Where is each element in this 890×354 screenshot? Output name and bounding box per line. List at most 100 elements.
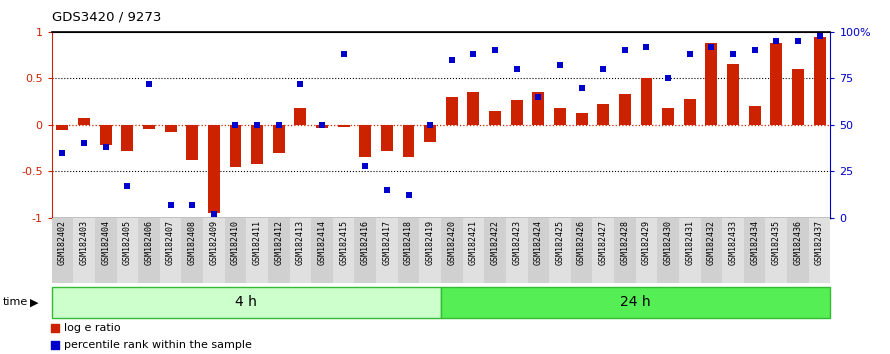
Bar — [419, 218, 441, 283]
Text: GSM182414: GSM182414 — [318, 220, 327, 266]
Point — [294, 81, 308, 87]
Point — [206, 211, 221, 217]
Point — [639, 44, 653, 50]
Point — [229, 122, 243, 128]
Text: GSM182431: GSM182431 — [685, 220, 694, 266]
Point — [574, 85, 588, 91]
Bar — [787, 218, 809, 283]
Point — [358, 163, 372, 169]
Bar — [360, 125, 371, 157]
Bar — [143, 125, 155, 130]
Point — [553, 63, 567, 68]
Point — [748, 48, 762, 53]
Text: GSM182436: GSM182436 — [793, 220, 803, 266]
Bar — [251, 125, 263, 164]
Bar — [247, 218, 268, 283]
Text: GSM182411: GSM182411 — [253, 220, 262, 266]
Bar — [117, 218, 138, 283]
Bar — [619, 94, 631, 125]
Text: GSM182432: GSM182432 — [707, 220, 716, 266]
Bar — [576, 113, 587, 125]
Bar — [554, 108, 566, 125]
Bar — [78, 118, 90, 125]
Bar — [813, 36, 826, 125]
Bar — [744, 218, 765, 283]
Point — [380, 187, 394, 193]
Point — [769, 38, 783, 44]
Bar — [511, 100, 522, 125]
Bar — [333, 218, 354, 283]
Bar — [490, 111, 501, 125]
Point — [142, 81, 156, 87]
Text: GSM182424: GSM182424 — [534, 220, 543, 266]
Text: GSM182421: GSM182421 — [469, 220, 478, 266]
Bar — [95, 218, 117, 283]
Bar — [467, 92, 480, 125]
Point — [164, 202, 178, 207]
Point — [704, 44, 718, 50]
Text: GSM182427: GSM182427 — [599, 220, 608, 266]
Point — [120, 183, 134, 189]
Bar — [771, 43, 782, 125]
Bar — [792, 69, 804, 125]
Bar — [809, 218, 830, 283]
Point — [185, 202, 199, 207]
Bar — [268, 218, 289, 283]
Text: 4 h: 4 h — [235, 296, 257, 309]
Text: GSM182435: GSM182435 — [772, 220, 781, 266]
Point — [250, 122, 264, 128]
Text: time: time — [3, 297, 28, 308]
Point — [299, 139, 313, 145]
Point — [531, 94, 546, 100]
Text: GSM182405: GSM182405 — [123, 220, 132, 266]
Bar — [273, 125, 285, 153]
Text: GSM182402: GSM182402 — [58, 220, 67, 266]
Text: log e ratio: log e ratio — [64, 323, 121, 333]
Text: GSM182430: GSM182430 — [664, 220, 673, 266]
Text: GSM182426: GSM182426 — [577, 220, 587, 266]
Text: GSM182410: GSM182410 — [231, 220, 240, 266]
Point — [618, 48, 632, 53]
Bar — [316, 125, 328, 127]
Bar — [354, 218, 376, 283]
Text: GSM182425: GSM182425 — [555, 220, 564, 266]
Text: GSM182407: GSM182407 — [166, 220, 175, 266]
Bar — [679, 218, 700, 283]
Bar — [727, 64, 739, 125]
Text: GSM182437: GSM182437 — [815, 220, 824, 266]
Text: GSM182434: GSM182434 — [750, 220, 759, 266]
Text: GSM182418: GSM182418 — [404, 220, 413, 266]
Bar — [186, 125, 198, 160]
Text: GSM182415: GSM182415 — [339, 220, 348, 266]
Point — [683, 51, 697, 57]
Bar — [381, 125, 392, 151]
Bar — [614, 218, 635, 283]
Text: GSM182408: GSM182408 — [188, 220, 197, 266]
Text: GSM182412: GSM182412 — [274, 220, 283, 266]
Bar — [138, 218, 160, 283]
Bar — [706, 43, 717, 125]
Bar — [337, 125, 350, 127]
Point — [466, 51, 481, 57]
Text: GSM182433: GSM182433 — [729, 220, 738, 266]
Bar — [597, 104, 609, 125]
Text: GDS3420 / 9273: GDS3420 / 9273 — [52, 11, 161, 24]
Bar — [56, 125, 69, 130]
Point — [510, 66, 524, 72]
Point — [813, 33, 827, 39]
Text: GSM182419: GSM182419 — [425, 220, 434, 266]
Text: GSM182420: GSM182420 — [448, 220, 457, 266]
Point — [423, 122, 437, 128]
Bar — [684, 99, 696, 125]
Bar — [203, 218, 224, 283]
Bar — [289, 218, 312, 283]
Text: GSM182404: GSM182404 — [101, 220, 110, 266]
Bar — [73, 218, 95, 283]
Bar — [295, 108, 306, 125]
Bar — [165, 125, 176, 132]
Point — [336, 51, 351, 57]
Text: GSM182422: GSM182422 — [490, 220, 499, 266]
Bar — [230, 125, 241, 167]
Bar — [425, 125, 436, 142]
Bar — [700, 218, 722, 283]
